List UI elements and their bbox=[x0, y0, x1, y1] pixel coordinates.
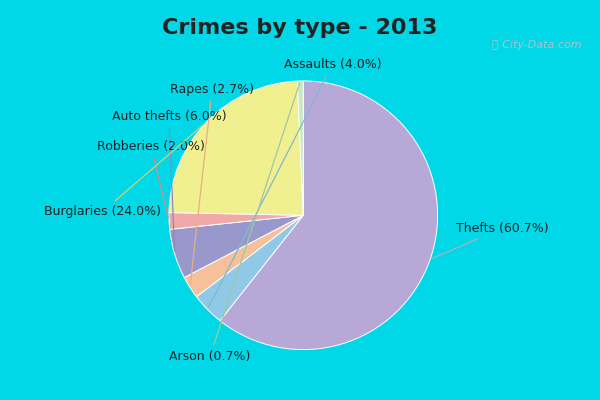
Text: Crimes by type - 2013: Crimes by type - 2013 bbox=[163, 18, 437, 38]
Text: Burglaries (24.0%): Burglaries (24.0%) bbox=[44, 123, 205, 218]
Text: Robberies (2.0%): Robberies (2.0%) bbox=[97, 140, 205, 218]
Wedge shape bbox=[196, 215, 303, 321]
Text: Assaults (4.0%): Assaults (4.0%) bbox=[209, 58, 381, 307]
Wedge shape bbox=[298, 81, 303, 215]
Wedge shape bbox=[169, 81, 303, 215]
Text: Thefts (60.7%): Thefts (60.7%) bbox=[433, 222, 548, 258]
Text: Rapes (2.7%): Rapes (2.7%) bbox=[170, 83, 254, 285]
Wedge shape bbox=[184, 215, 303, 297]
Wedge shape bbox=[170, 215, 303, 278]
Wedge shape bbox=[169, 212, 303, 229]
Wedge shape bbox=[220, 81, 437, 350]
Text: Arson (0.7%): Arson (0.7%) bbox=[169, 84, 299, 363]
Text: ⓘ City-Data.com: ⓘ City-Data.com bbox=[493, 40, 582, 50]
Text: Auto thefts (6.0%): Auto thefts (6.0%) bbox=[112, 110, 226, 251]
